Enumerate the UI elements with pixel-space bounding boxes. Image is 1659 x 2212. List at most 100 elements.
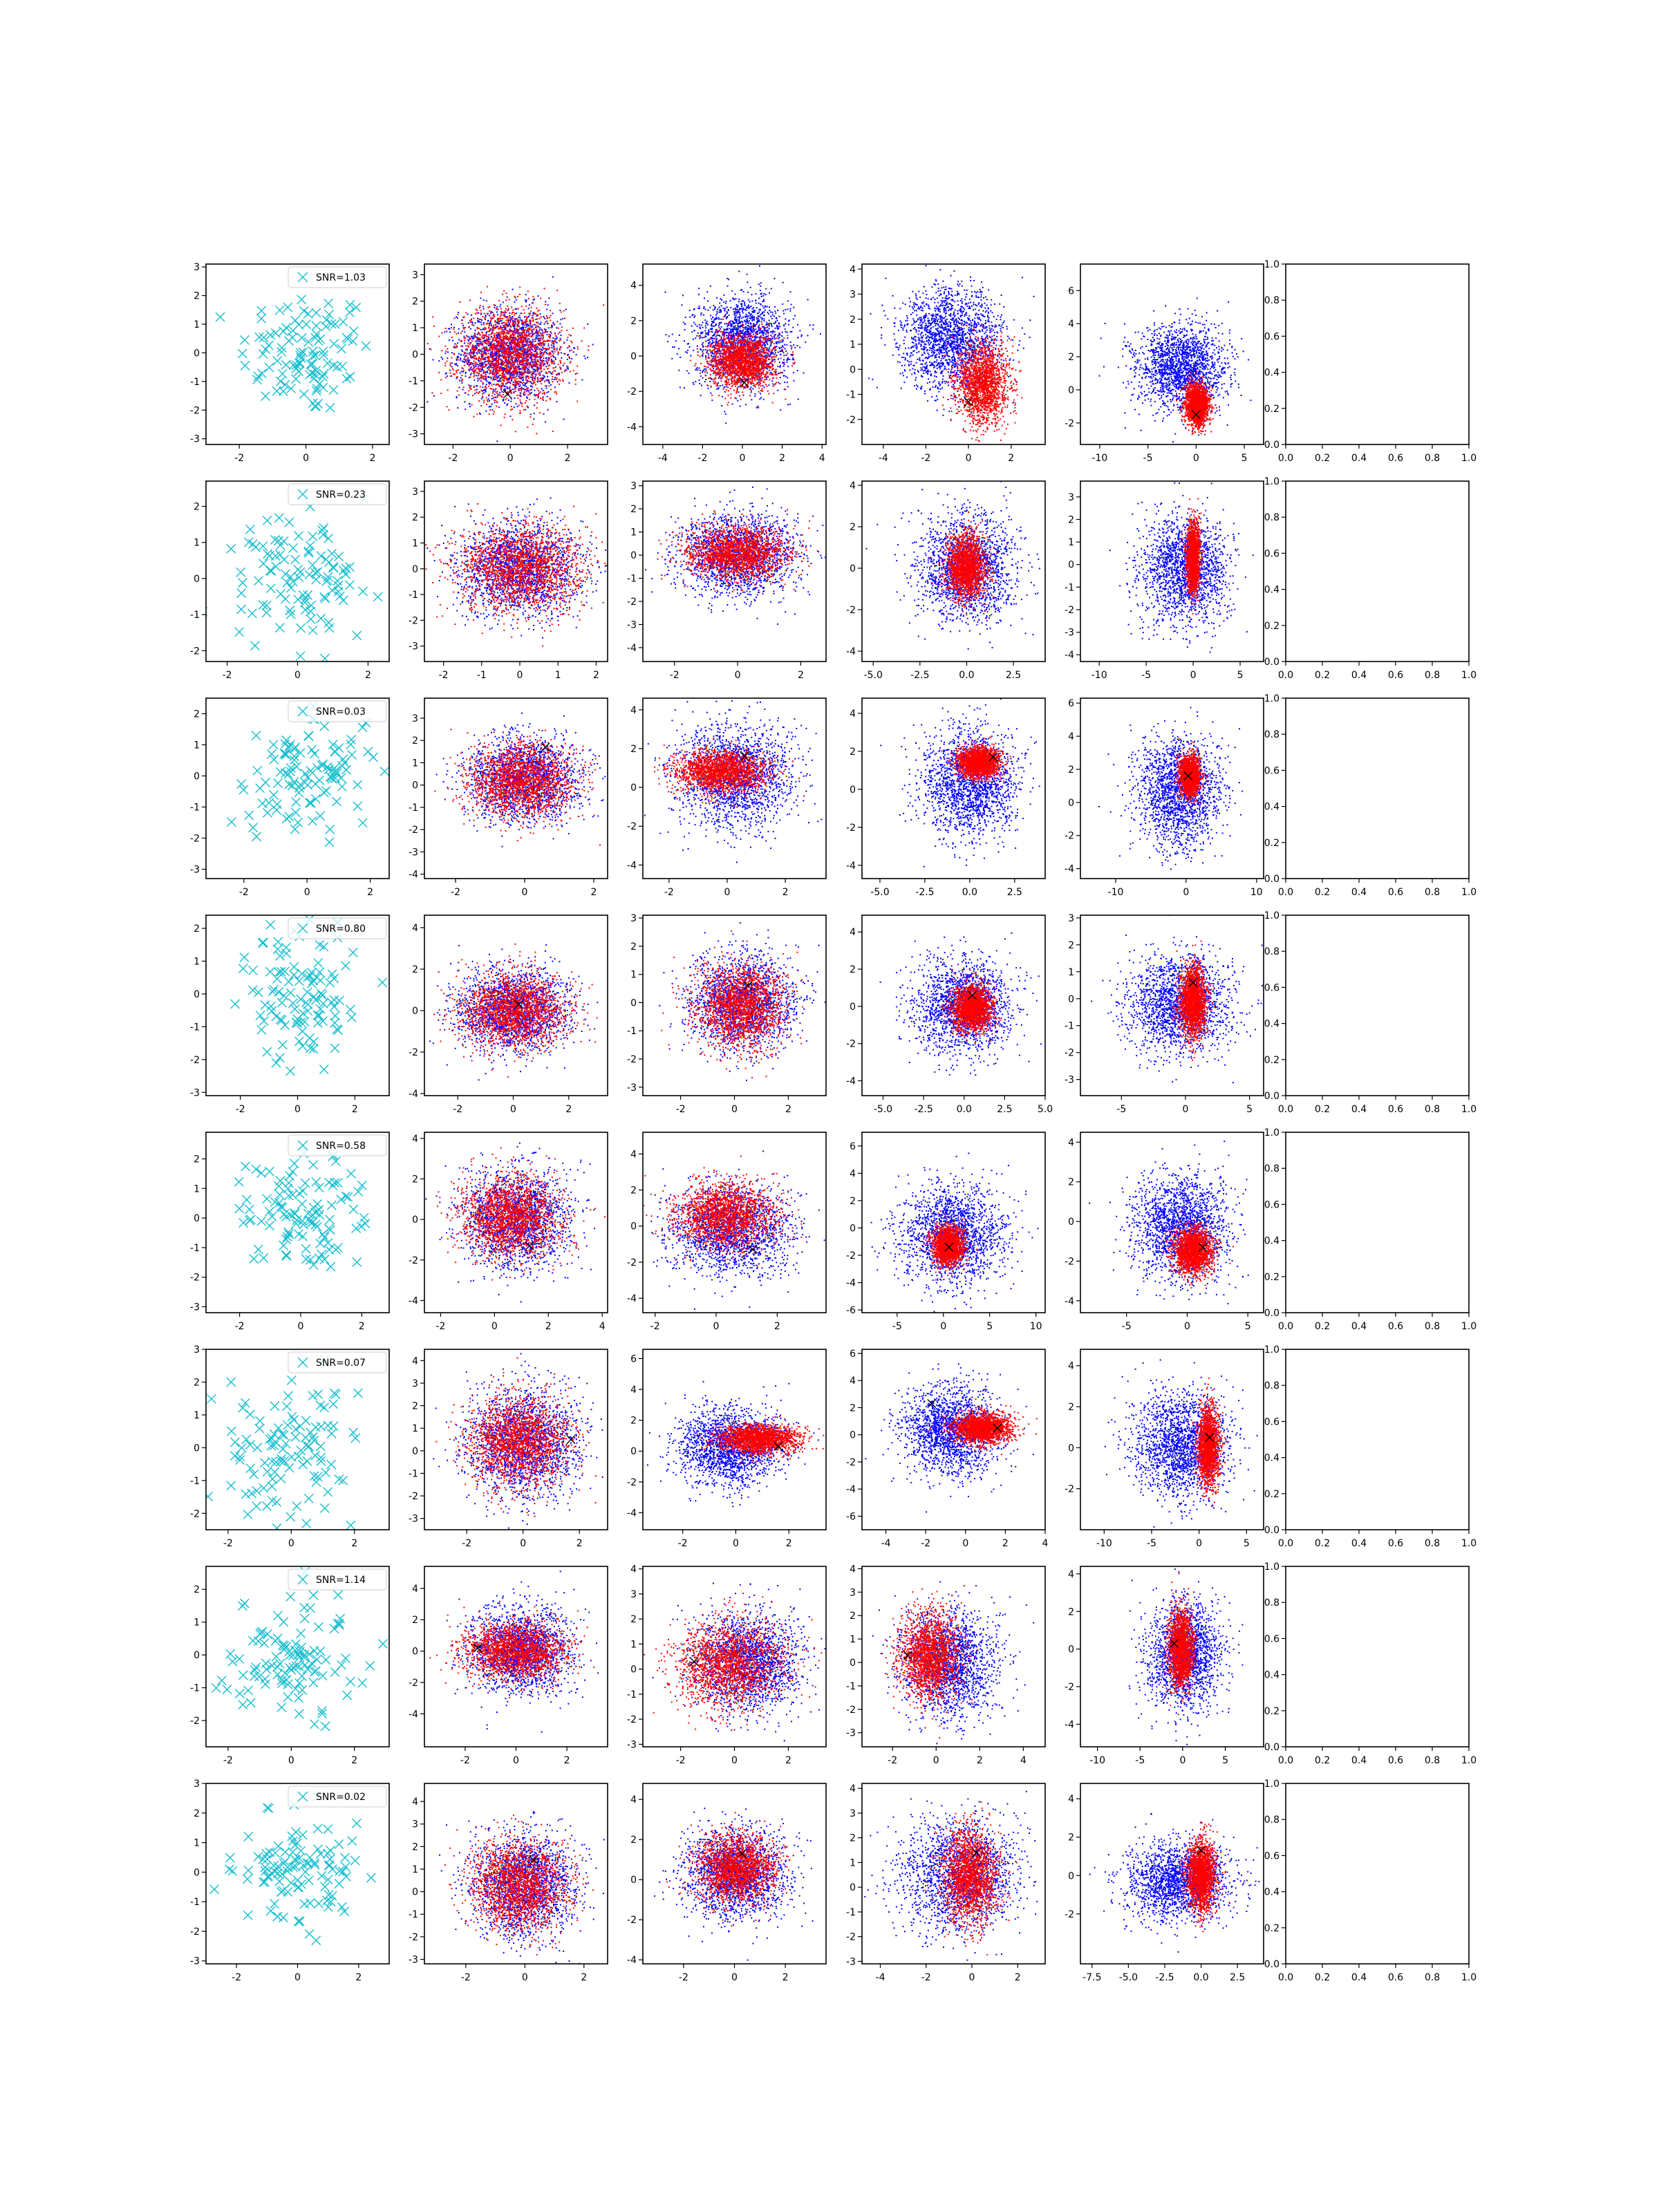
data-point: [515, 431, 516, 432]
data-point: [480, 344, 482, 345]
data-point: [542, 355, 543, 357]
data-point: [493, 360, 494, 362]
data-point: [550, 353, 552, 355]
data-point: [520, 336, 521, 337]
data-point: [733, 326, 734, 327]
data-point: [556, 339, 557, 340]
data-point: [501, 350, 503, 352]
data-point: [503, 353, 505, 354]
data-point: [762, 330, 763, 332]
data-point: [497, 395, 498, 396]
data-point: [738, 271, 740, 272]
data-point: [521, 328, 522, 329]
data-point: [496, 406, 497, 407]
data-point: [702, 351, 703, 353]
data-point: [528, 328, 529, 329]
data-point: [567, 347, 568, 348]
data-point: [507, 319, 509, 321]
data-point: [522, 359, 523, 360]
data-point: [547, 373, 548, 374]
data-point: [732, 298, 733, 299]
data-point: [470, 319, 471, 321]
data-point: [721, 405, 722, 406]
data-point: [514, 341, 516, 343]
data-point: [530, 327, 532, 328]
data-point: [458, 328, 460, 330]
data-point: [763, 299, 765, 301]
data-point: [500, 355, 502, 357]
data-point: [479, 370, 480, 371]
data-point: [460, 377, 462, 379]
data-point: [507, 366, 509, 367]
data-point: [479, 353, 480, 354]
data-point: [738, 310, 739, 312]
data-point: [789, 404, 791, 405]
data-point: [476, 337, 478, 339]
data-point: [495, 339, 496, 341]
data-point: [451, 357, 452, 359]
data-point: [771, 336, 773, 337]
data-point: [531, 358, 532, 359]
data-point: [485, 350, 487, 351]
data-point: [529, 389, 531, 391]
data-point: [507, 317, 509, 319]
data-point: [514, 368, 515, 369]
data-point: [745, 404, 747, 405]
data-point: [527, 350, 528, 351]
data-point: [709, 328, 711, 330]
data-point: [730, 330, 731, 332]
data-point: [562, 379, 563, 381]
data-point: [496, 327, 498, 328]
data-point: [554, 338, 556, 339]
data-point: [468, 346, 469, 348]
data-point: [749, 301, 751, 303]
data-point: [546, 315, 547, 317]
data-point: [747, 339, 748, 340]
data-point: [543, 332, 545, 333]
data-point: [790, 331, 791, 332]
data-point: [528, 312, 529, 314]
data-point: [491, 384, 492, 386]
data-point: [772, 332, 774, 334]
data-point: [532, 366, 534, 367]
data-point: [494, 307, 496, 308]
data-point: [536, 329, 537, 330]
data-point: [506, 348, 507, 350]
data-point: [449, 339, 450, 341]
data-point: [536, 433, 537, 434]
data-point: [463, 328, 465, 330]
data-point: [451, 337, 453, 338]
data-point: [724, 308, 726, 309]
data-point: [540, 324, 541, 325]
data-point: [476, 352, 477, 353]
data-point: [525, 316, 526, 317]
data-point: [503, 361, 505, 362]
data-point: [488, 334, 489, 335]
data-point: [509, 319, 511, 320]
data-point: [553, 323, 554, 324]
data-point: [565, 309, 567, 310]
data-point: [542, 379, 543, 380]
data-point: [512, 375, 514, 376]
data-point: [510, 317, 512, 319]
data-point: [561, 352, 562, 353]
data-point: [705, 309, 706, 310]
data-point: [760, 303, 761, 305]
data-point: [677, 353, 678, 355]
data-point: [530, 310, 532, 312]
data-point: [531, 330, 532, 331]
data-point: [516, 312, 517, 314]
data-point: [531, 335, 532, 337]
data-point: [492, 392, 494, 393]
data-point: [475, 340, 476, 341]
data-point: [544, 318, 545, 319]
data-point: [514, 321, 515, 322]
data-point: [500, 378, 501, 379]
data-point: [521, 403, 522, 404]
data-point: [498, 352, 499, 353]
data-point: [507, 369, 508, 371]
data-point: [581, 379, 583, 380]
data-point: [556, 391, 557, 393]
data-point: [702, 342, 704, 344]
